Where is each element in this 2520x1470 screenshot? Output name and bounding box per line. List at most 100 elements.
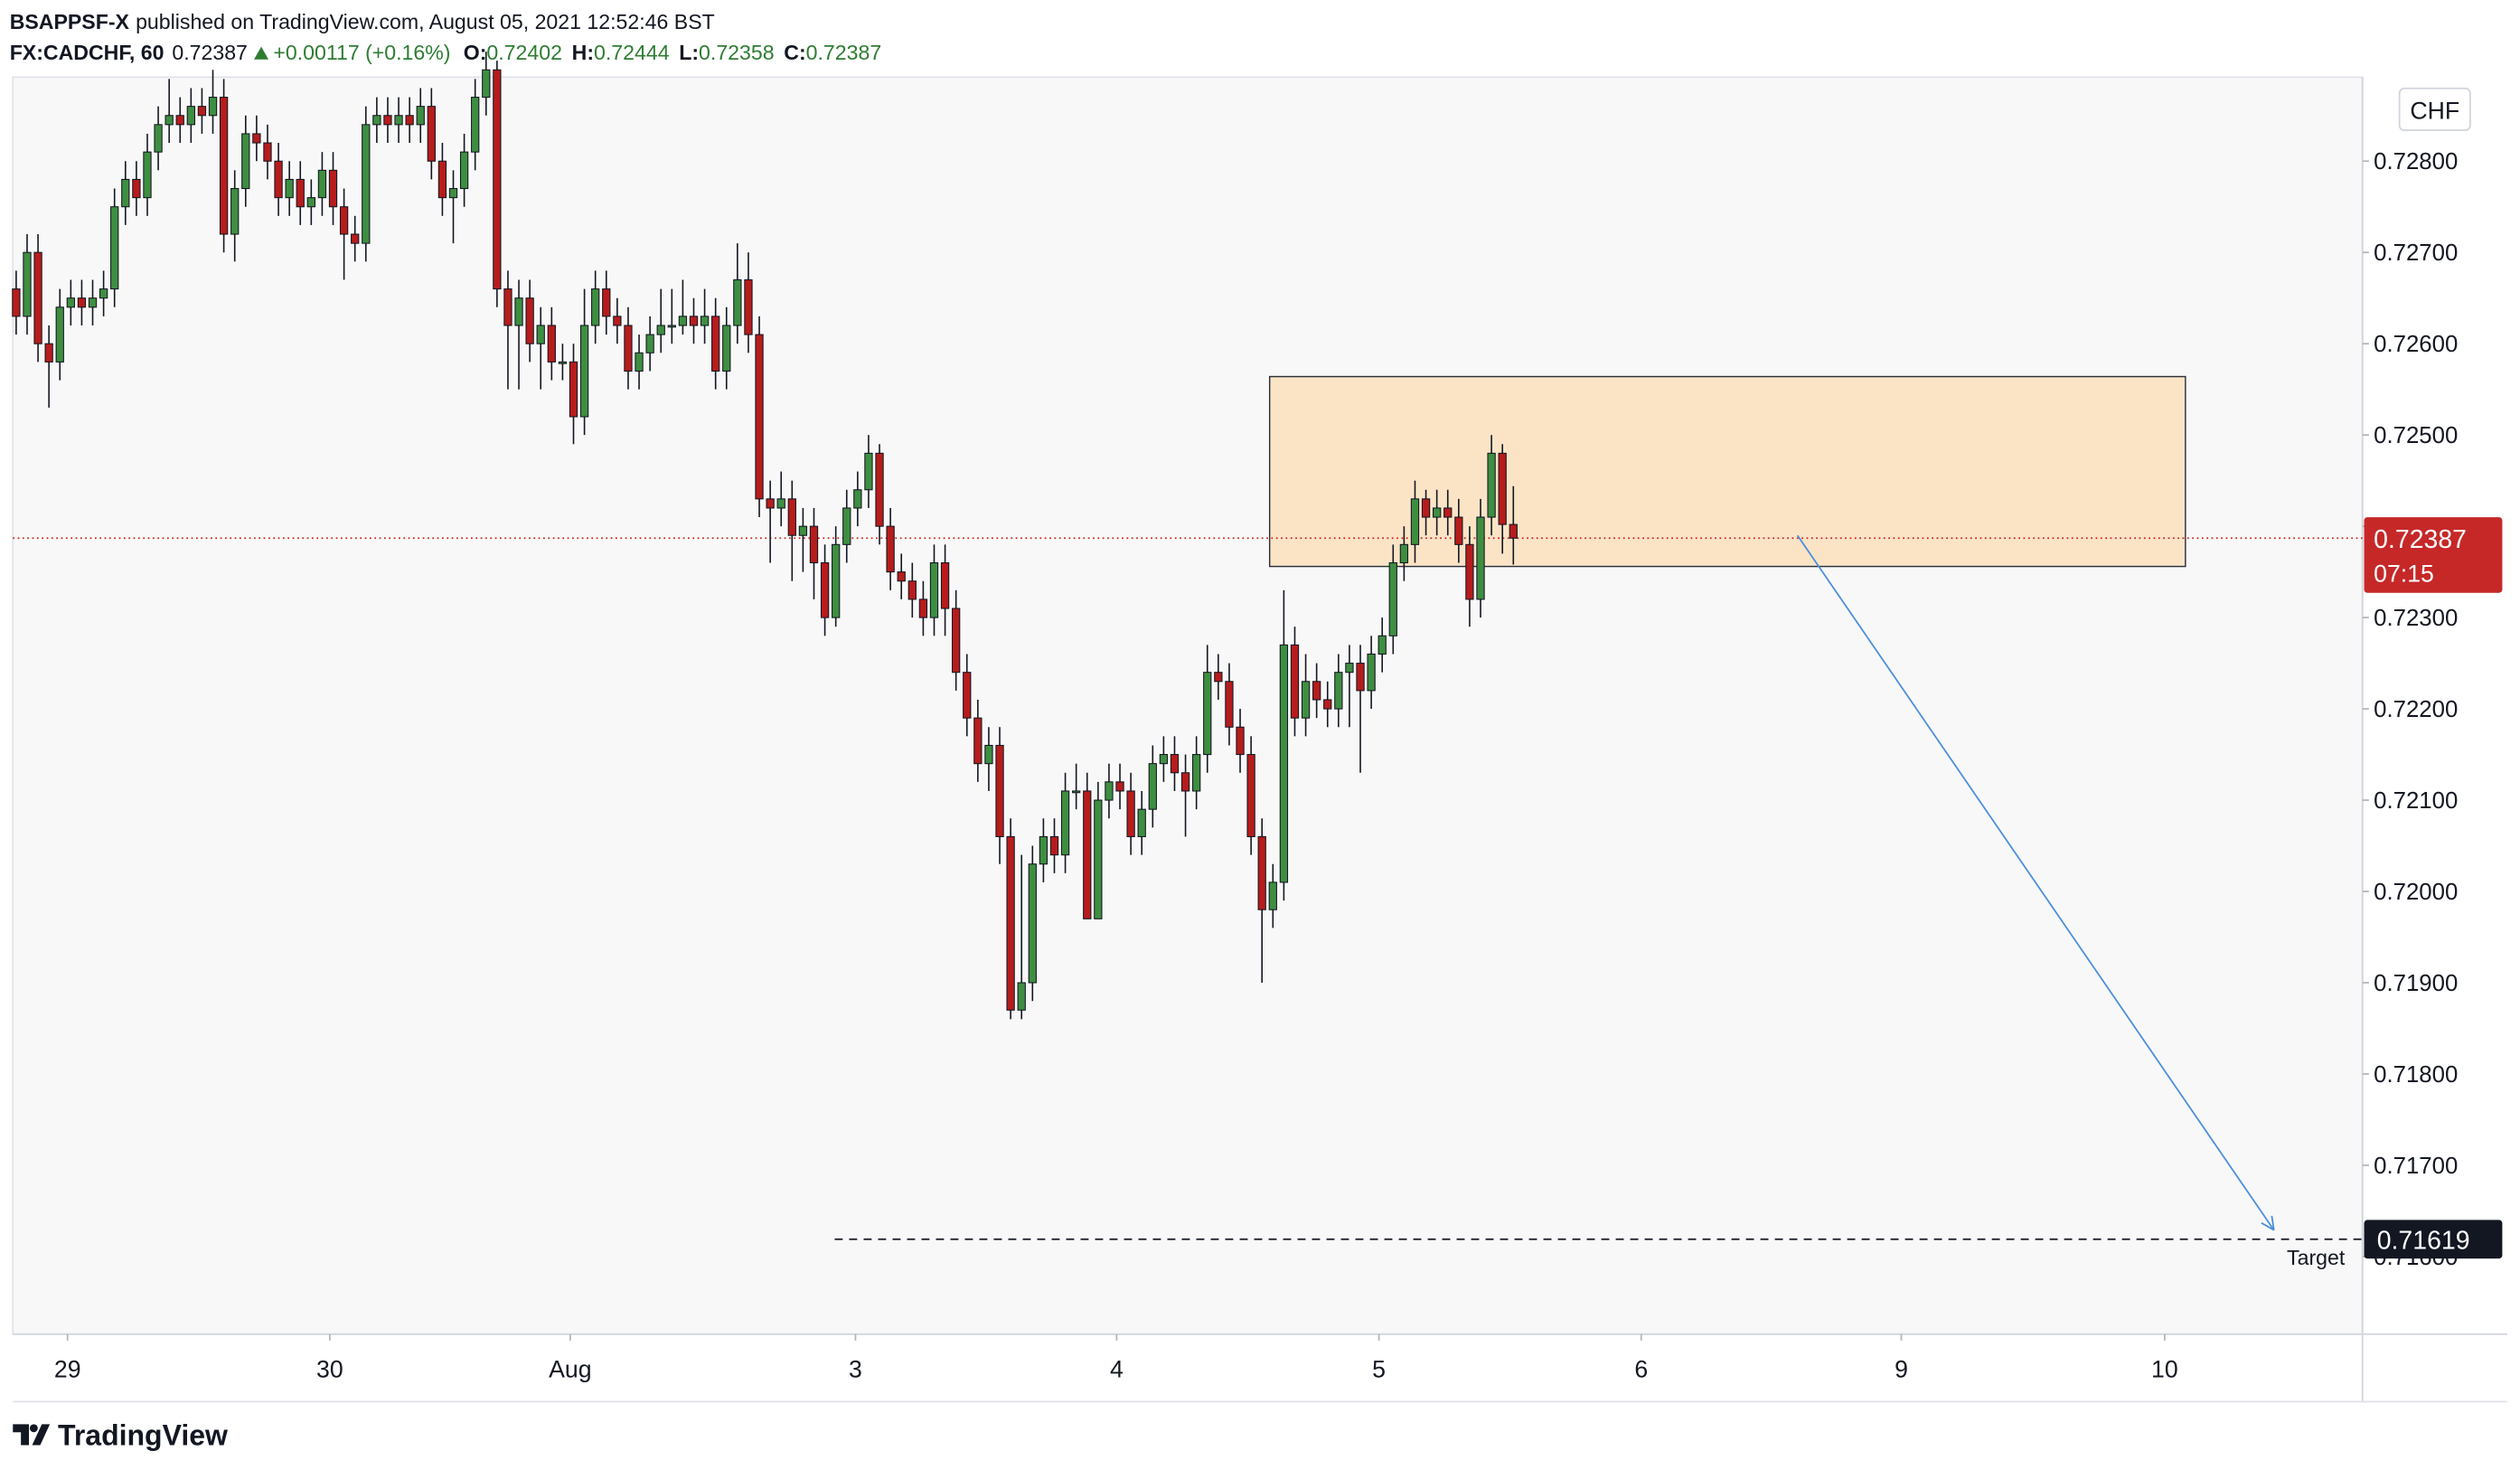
candle-body <box>175 115 184 126</box>
brand-logo <box>13 1424 51 1446</box>
candle-body <box>1105 781 1114 801</box>
candle-body <box>1006 835 1015 1011</box>
candle-body <box>1509 523 1518 539</box>
candle-body <box>1323 699 1332 710</box>
candle-body <box>776 498 785 509</box>
candle-body <box>1312 681 1321 701</box>
candle-body <box>602 288 611 317</box>
candle-body <box>1290 644 1300 719</box>
candle-body <box>241 133 250 190</box>
candle-body <box>317 169 327 199</box>
candle-body <box>853 489 862 509</box>
candle-body <box>1180 772 1190 792</box>
candle-body <box>154 124 163 153</box>
projection-arrow <box>1796 534 2275 1231</box>
candle-body <box>493 69 502 290</box>
y-tick-label: 0.72700 <box>2374 240 2458 266</box>
candle-body <box>1115 781 1124 792</box>
candle-body <box>547 325 556 363</box>
target-price-tag <box>2364 1220 2503 1259</box>
y-tick-label: 0.71900 <box>2374 971 2458 996</box>
x-tick-label: 3 <box>849 1356 862 1383</box>
candle-body <box>165 115 174 126</box>
candle-body <box>252 133 261 144</box>
candle-body <box>591 288 600 326</box>
x-tick-label: 29 <box>54 1356 81 1383</box>
candle-body <box>503 288 512 326</box>
up-icon <box>254 46 269 60</box>
candle-body <box>952 608 961 674</box>
candle-body <box>809 525 819 564</box>
candle-body <box>766 498 775 509</box>
y-tick-label: 0.71800 <box>2374 1062 2458 1088</box>
candle-body <box>23 251 32 317</box>
candle-body <box>886 525 895 573</box>
x-tick-label: 4 <box>1110 1356 1124 1383</box>
candle-body <box>1083 790 1092 919</box>
candle-body <box>1214 672 1223 683</box>
candle-body <box>121 178 130 208</box>
candle-body <box>536 325 545 344</box>
candle-body <box>285 178 294 199</box>
ohlc-value: 0.72402 <box>486 41 562 64</box>
candle-body <box>219 97 229 235</box>
candle-body <box>514 297 523 326</box>
y-tick-label: 0.72100 <box>2374 788 2458 814</box>
candle-body <box>613 316 622 326</box>
candle-body <box>689 316 699 326</box>
candle-body <box>1443 507 1453 518</box>
candle-body <box>1356 663 1365 692</box>
candle-body <box>416 106 425 126</box>
candle-body <box>77 297 87 308</box>
candle-body <box>711 316 720 372</box>
candle-body <box>1094 799 1103 919</box>
candle-body <box>55 306 64 363</box>
candle-body <box>230 187 240 235</box>
candle-body <box>1476 516 1485 600</box>
price-tags: 0.72387 07:15 0.71619 Target <box>2287 517 2503 1269</box>
candle-body <box>1487 452 1496 518</box>
published: published on TradingView.com, August 05,… <box>136 10 715 33</box>
candle-body <box>1345 663 1354 674</box>
candle-body <box>471 97 480 153</box>
candle-body <box>1498 452 1507 525</box>
ohlc-value: 0.72358 <box>699 41 775 64</box>
ohlc-value: 0.72387 <box>806 41 882 64</box>
candle-body <box>995 744 1004 837</box>
candle-body <box>383 115 392 126</box>
candle-body <box>1410 498 1420 545</box>
x-tick-label: 10 <box>2151 1356 2178 1383</box>
candle-body <box>1203 672 1212 756</box>
candle-body <box>66 297 75 308</box>
x-tick-label: 9 <box>1895 1356 1908 1383</box>
candle-body <box>1246 754 1255 837</box>
candle-body <box>918 598 928 618</box>
publish-line: BSAPPSF-X published on TradingView.com, A… <box>10 10 715 33</box>
candle-body <box>427 106 436 162</box>
symbol-line: FX:CADCHF, 60 0.72387 +0.00117 (+0.16%) O:0… <box>10 41 882 64</box>
candle-body <box>635 352 644 372</box>
candle-body <box>1159 754 1169 765</box>
candle-body <box>645 334 654 353</box>
y-tick-label: 0.72000 <box>2374 880 2458 905</box>
candle-body <box>1192 754 1201 792</box>
candle-body <box>1049 835 1059 856</box>
candle-body <box>1236 726 1245 756</box>
y-tick-label: 0.72600 <box>2374 332 2458 357</box>
candle-body <box>798 525 808 536</box>
candle-body <box>973 717 983 765</box>
x-tick-label: 6 <box>1634 1356 1648 1383</box>
candle-body <box>143 151 152 199</box>
candle-body <box>864 452 873 491</box>
y-tick-label: 0.72500 <box>2374 423 2458 448</box>
candle-body <box>437 160 447 199</box>
candle-body <box>842 507 851 545</box>
candle-body <box>197 106 207 117</box>
ohlc-label: O: <box>464 41 487 64</box>
drawings <box>13 375 2363 1240</box>
candle-body <box>1378 635 1387 655</box>
candle-body <box>678 316 688 326</box>
candle-body <box>1072 790 1081 794</box>
countdown: 07:15 <box>2374 560 2434 587</box>
